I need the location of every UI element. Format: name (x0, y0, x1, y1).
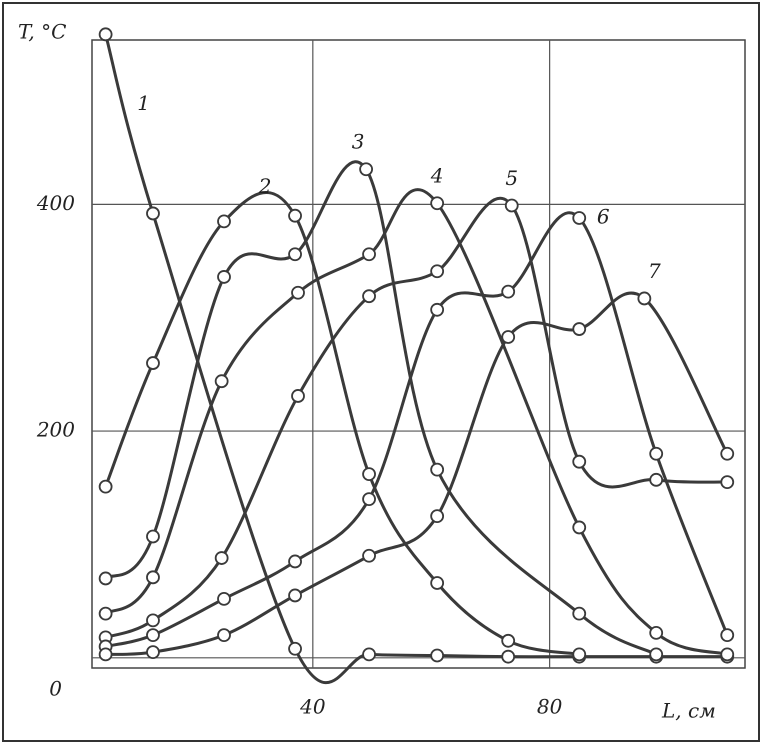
data-point (217, 591, 231, 606)
data-point (217, 270, 231, 284)
data-point (146, 206, 160, 221)
data-point (430, 264, 445, 279)
data-point (649, 446, 664, 461)
data-point (291, 285, 305, 300)
data-point (572, 647, 587, 662)
data-point (217, 214, 231, 229)
data-point (217, 628, 231, 643)
data-point (98, 647, 113, 662)
x-axis-label: L, см (661, 699, 716, 723)
data-point (98, 27, 113, 42)
series-label: 6 (597, 204, 610, 228)
series-label: 2 (258, 174, 272, 198)
data-point (98, 606, 113, 621)
data-point (720, 446, 735, 461)
data-point (572, 606, 587, 621)
data-point (572, 454, 587, 469)
data-point (501, 633, 516, 648)
y-axis-label: T, °C (18, 20, 66, 44)
data-point (637, 291, 652, 306)
y-tick-label: 0 (49, 677, 62, 701)
series-line (105, 291, 729, 656)
data-point (430, 462, 445, 477)
data-point (288, 588, 302, 603)
data-point (362, 247, 376, 262)
data-point (362, 548, 376, 563)
data-point (720, 475, 735, 489)
data-point (649, 647, 664, 662)
plot-frame (91, 39, 746, 669)
data-point (501, 284, 516, 299)
data-point (146, 356, 160, 370)
data-point (720, 628, 735, 643)
data-point (572, 211, 587, 225)
data-point (146, 628, 160, 643)
series-line (105, 196, 728, 639)
y-tick-label: 200 (36, 418, 75, 442)
data-point (214, 551, 229, 565)
data-point (430, 302, 445, 317)
data-point (720, 647, 735, 662)
series-label: 3 (352, 130, 365, 154)
series-line (104, 188, 728, 656)
data-point (362, 467, 376, 482)
series-line (104, 160, 657, 656)
data-point (430, 509, 445, 524)
data-point (572, 520, 587, 535)
data-point (649, 472, 664, 487)
data-point (288, 208, 302, 223)
series-label: 5 (505, 166, 518, 190)
x-tick-label: 80 (537, 695, 563, 719)
data-point (501, 330, 516, 344)
series-label: 4 (430, 164, 444, 188)
series-line (104, 191, 580, 656)
data-point (288, 554, 302, 569)
data-point (362, 492, 376, 506)
data-point (430, 648, 445, 663)
data-point (430, 576, 445, 590)
data-point (359, 162, 374, 177)
data-point (214, 374, 229, 389)
series-label: 1 (137, 91, 150, 115)
data-point (146, 613, 160, 628)
data-point (98, 571, 113, 586)
data-point (501, 649, 516, 664)
data-point (504, 198, 519, 213)
y-tick-label: 400 (36, 191, 75, 215)
data-point (146, 645, 160, 660)
data-point (291, 389, 305, 403)
series-label: 7 (648, 259, 661, 283)
data-point (98, 479, 113, 494)
data-point (146, 570, 160, 585)
series-line (105, 211, 729, 648)
data-point (362, 647, 376, 662)
data-point (288, 247, 302, 262)
data-point (649, 625, 664, 640)
data-point (146, 529, 160, 544)
data-point (572, 322, 587, 336)
x-tick-label: 40 (299, 695, 326, 719)
data-point (362, 289, 376, 304)
data-point (288, 641, 302, 656)
data-point (430, 196, 445, 211)
